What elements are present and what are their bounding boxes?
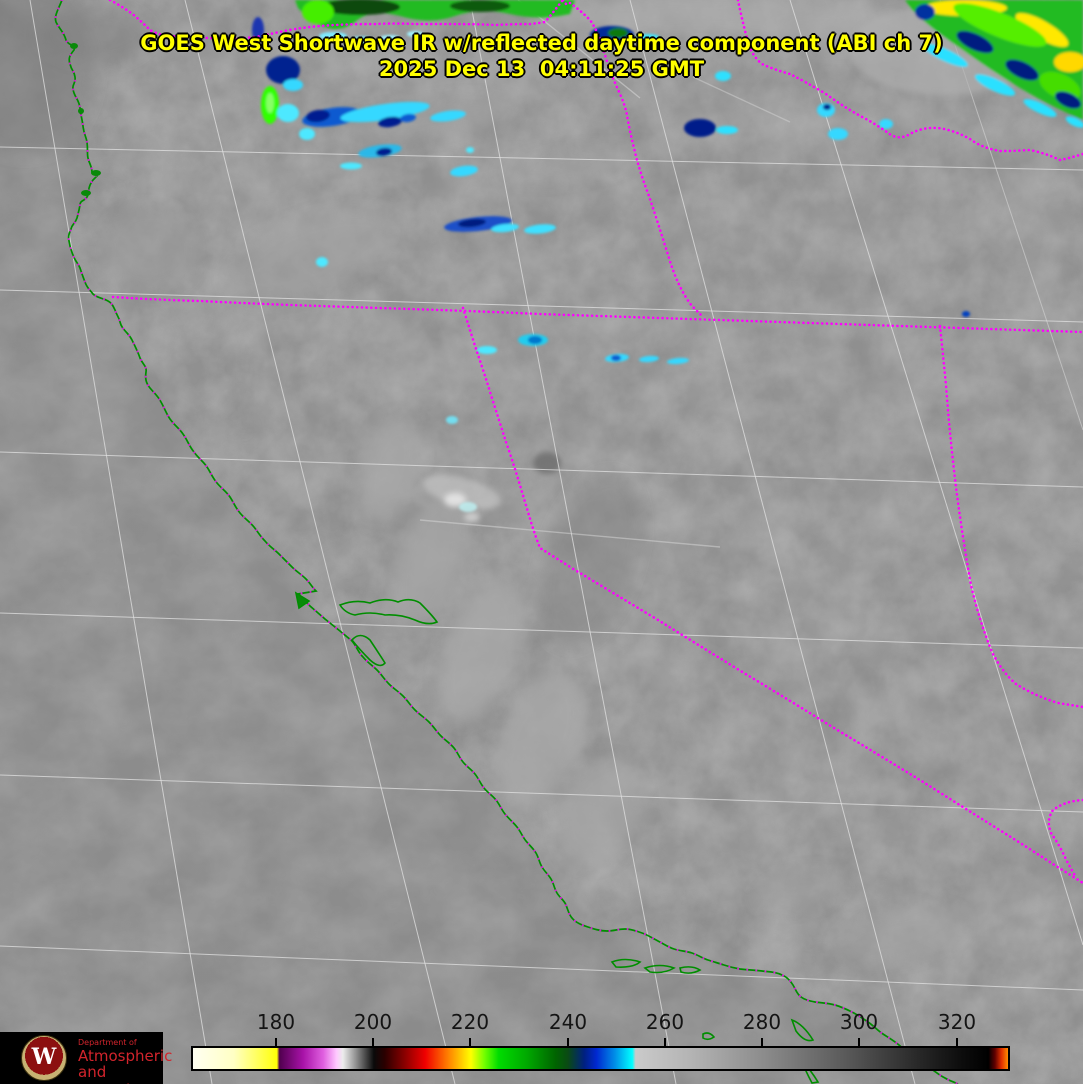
colorbar-tick (761, 1038, 763, 1046)
colorbar-label-280: 280 (742, 1010, 782, 1034)
terrain-layer (0, 0, 964, 963)
logo-dept-label: Department of (78, 1038, 137, 1047)
colorbar-label-320: 320 (937, 1010, 977, 1034)
or-coast-capes (70, 43, 101, 196)
colorbar-label-180: 180 (256, 1010, 296, 1034)
border-az-corner (1047, 798, 1083, 879)
border-nv-ut (938, 324, 1083, 709)
border-wa-id (561, 0, 568, 6)
colorbar-tick (469, 1038, 471, 1046)
state-borders-layer (108, 0, 1083, 885)
colorbar-label-300: 300 (839, 1010, 879, 1034)
sf-bay (294, 591, 439, 667)
colorbar: 180 200 220 240 260 280 300 320 (191, 1010, 1010, 1071)
colorbar-tick (956, 1038, 958, 1046)
colorbar-tick (858, 1038, 860, 1046)
colorbar-tick (372, 1038, 374, 1046)
cloud-layer (252, 0, 1083, 512)
colorbar-label-220: 220 (450, 1010, 490, 1034)
uw-crest: W (21, 1035, 67, 1081)
colorbar-label-240: 240 (548, 1010, 588, 1034)
logo-line2: and Oceanic Sciences (78, 1063, 138, 1084)
border-ca-nv (461, 306, 1083, 885)
colorbar-label-200: 200 (353, 1010, 393, 1034)
logo-line1: Atmospheric (78, 1047, 173, 1065)
colorbar-tick (664, 1038, 666, 1046)
colorbar-label-260: 260 (645, 1010, 685, 1034)
aos-logo: W Department of Atmospheric and Oceanic … (0, 1032, 172, 1084)
colorbar-tick (567, 1038, 569, 1046)
terrain-detail-layer (423, 452, 561, 522)
colorbar-tick (275, 1038, 277, 1046)
border-wa-or (108, 0, 565, 41)
border-42n (111, 295, 1083, 334)
coastline (54, 0, 959, 1084)
colorbar-gradient (191, 1046, 1010, 1071)
crest-letter: W (31, 1044, 57, 1070)
